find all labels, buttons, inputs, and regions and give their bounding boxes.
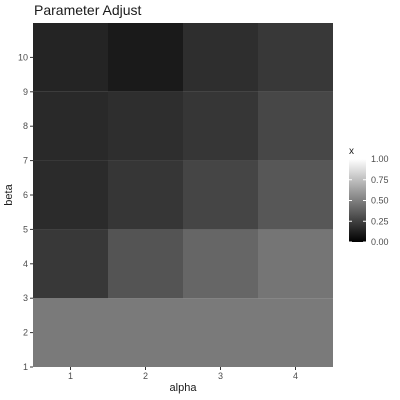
heatmap-cell-band2-alpha2 [108, 229, 183, 299]
y-tick-label: 9 [23, 87, 28, 97]
heatmap-cell-band3-alpha1 [33, 160, 108, 230]
heatmap-cell-band3-alpha4 [258, 160, 333, 230]
y-tick-label: 10 [18, 52, 28, 62]
heatmap-cell-band1-alpha2 [108, 298, 183, 367]
heatmap-cell-band3-alpha3 [183, 160, 258, 230]
heatmap-cell-band5-alpha2 [108, 23, 183, 92]
heatmap-cell-band2-alpha4 [258, 229, 333, 299]
x-axis-title: alpha [170, 382, 198, 394]
heatmap-cell-band4-alpha4 [258, 91, 333, 161]
legend-label: 0.75 [371, 175, 389, 185]
heatmap-cell-band1-alpha1 [33, 298, 108, 367]
x-tick-label: 3 [218, 371, 223, 381]
heatmap-cell-band4-alpha2 [108, 91, 183, 161]
x-axis-ticks: 1 2 3 4 [68, 367, 298, 381]
legend-label: 0.50 [371, 196, 389, 206]
heatmap-cell-band4-alpha3 [183, 91, 258, 161]
y-tick-label: 2 [23, 328, 28, 338]
legend-title: x [349, 146, 354, 157]
x-tick-label: 2 [143, 371, 148, 381]
y-tick-label: 5 [23, 224, 28, 234]
x-tick-label: 4 [293, 371, 298, 381]
y-tick-label: 6 [23, 190, 28, 200]
y-tick-label: 7 [23, 156, 28, 166]
y-tick-label: 8 [23, 121, 28, 131]
legend-label: 0.25 [371, 216, 389, 226]
heatmap-cell-band5-alpha4 [258, 23, 333, 92]
y-axis-title: beta [3, 183, 15, 205]
y-tick-label: 1 [23, 362, 28, 372]
heatmap-cell-band2-alpha1 [33, 229, 108, 299]
color-legend: x 0.00 0.25 0.50 0.75 1.00 [349, 146, 389, 247]
legend-label: 0.00 [371, 237, 389, 247]
heatmap-cell-band3-alpha2 [108, 160, 183, 230]
heatmap-cell-band2-alpha3 [183, 229, 258, 299]
x-tick-label: 1 [68, 371, 73, 381]
chart-title: Parameter Adjust [34, 2, 141, 18]
heatmap-cells [33, 23, 333, 367]
y-axis-ticks: 1 2 3 4 5 6 7 8 9 10 [18, 52, 33, 372]
heatmap-cell-band1-alpha3 [183, 298, 258, 367]
heatmap-cell-band5-alpha3 [183, 23, 258, 92]
heatmap-cell-band1-alpha4 [258, 298, 333, 367]
y-tick-label: 3 [23, 293, 28, 303]
legend-colorbar [349, 159, 366, 242]
y-tick-label: 4 [23, 259, 28, 269]
heatmap-cell-band4-alpha1 [33, 91, 108, 161]
legend-label: 1.00 [371, 154, 389, 164]
legend-ticks: 0.00 0.25 0.50 0.75 1.00 [349, 154, 389, 247]
heatmap-cell-band5-alpha1 [33, 23, 108, 92]
